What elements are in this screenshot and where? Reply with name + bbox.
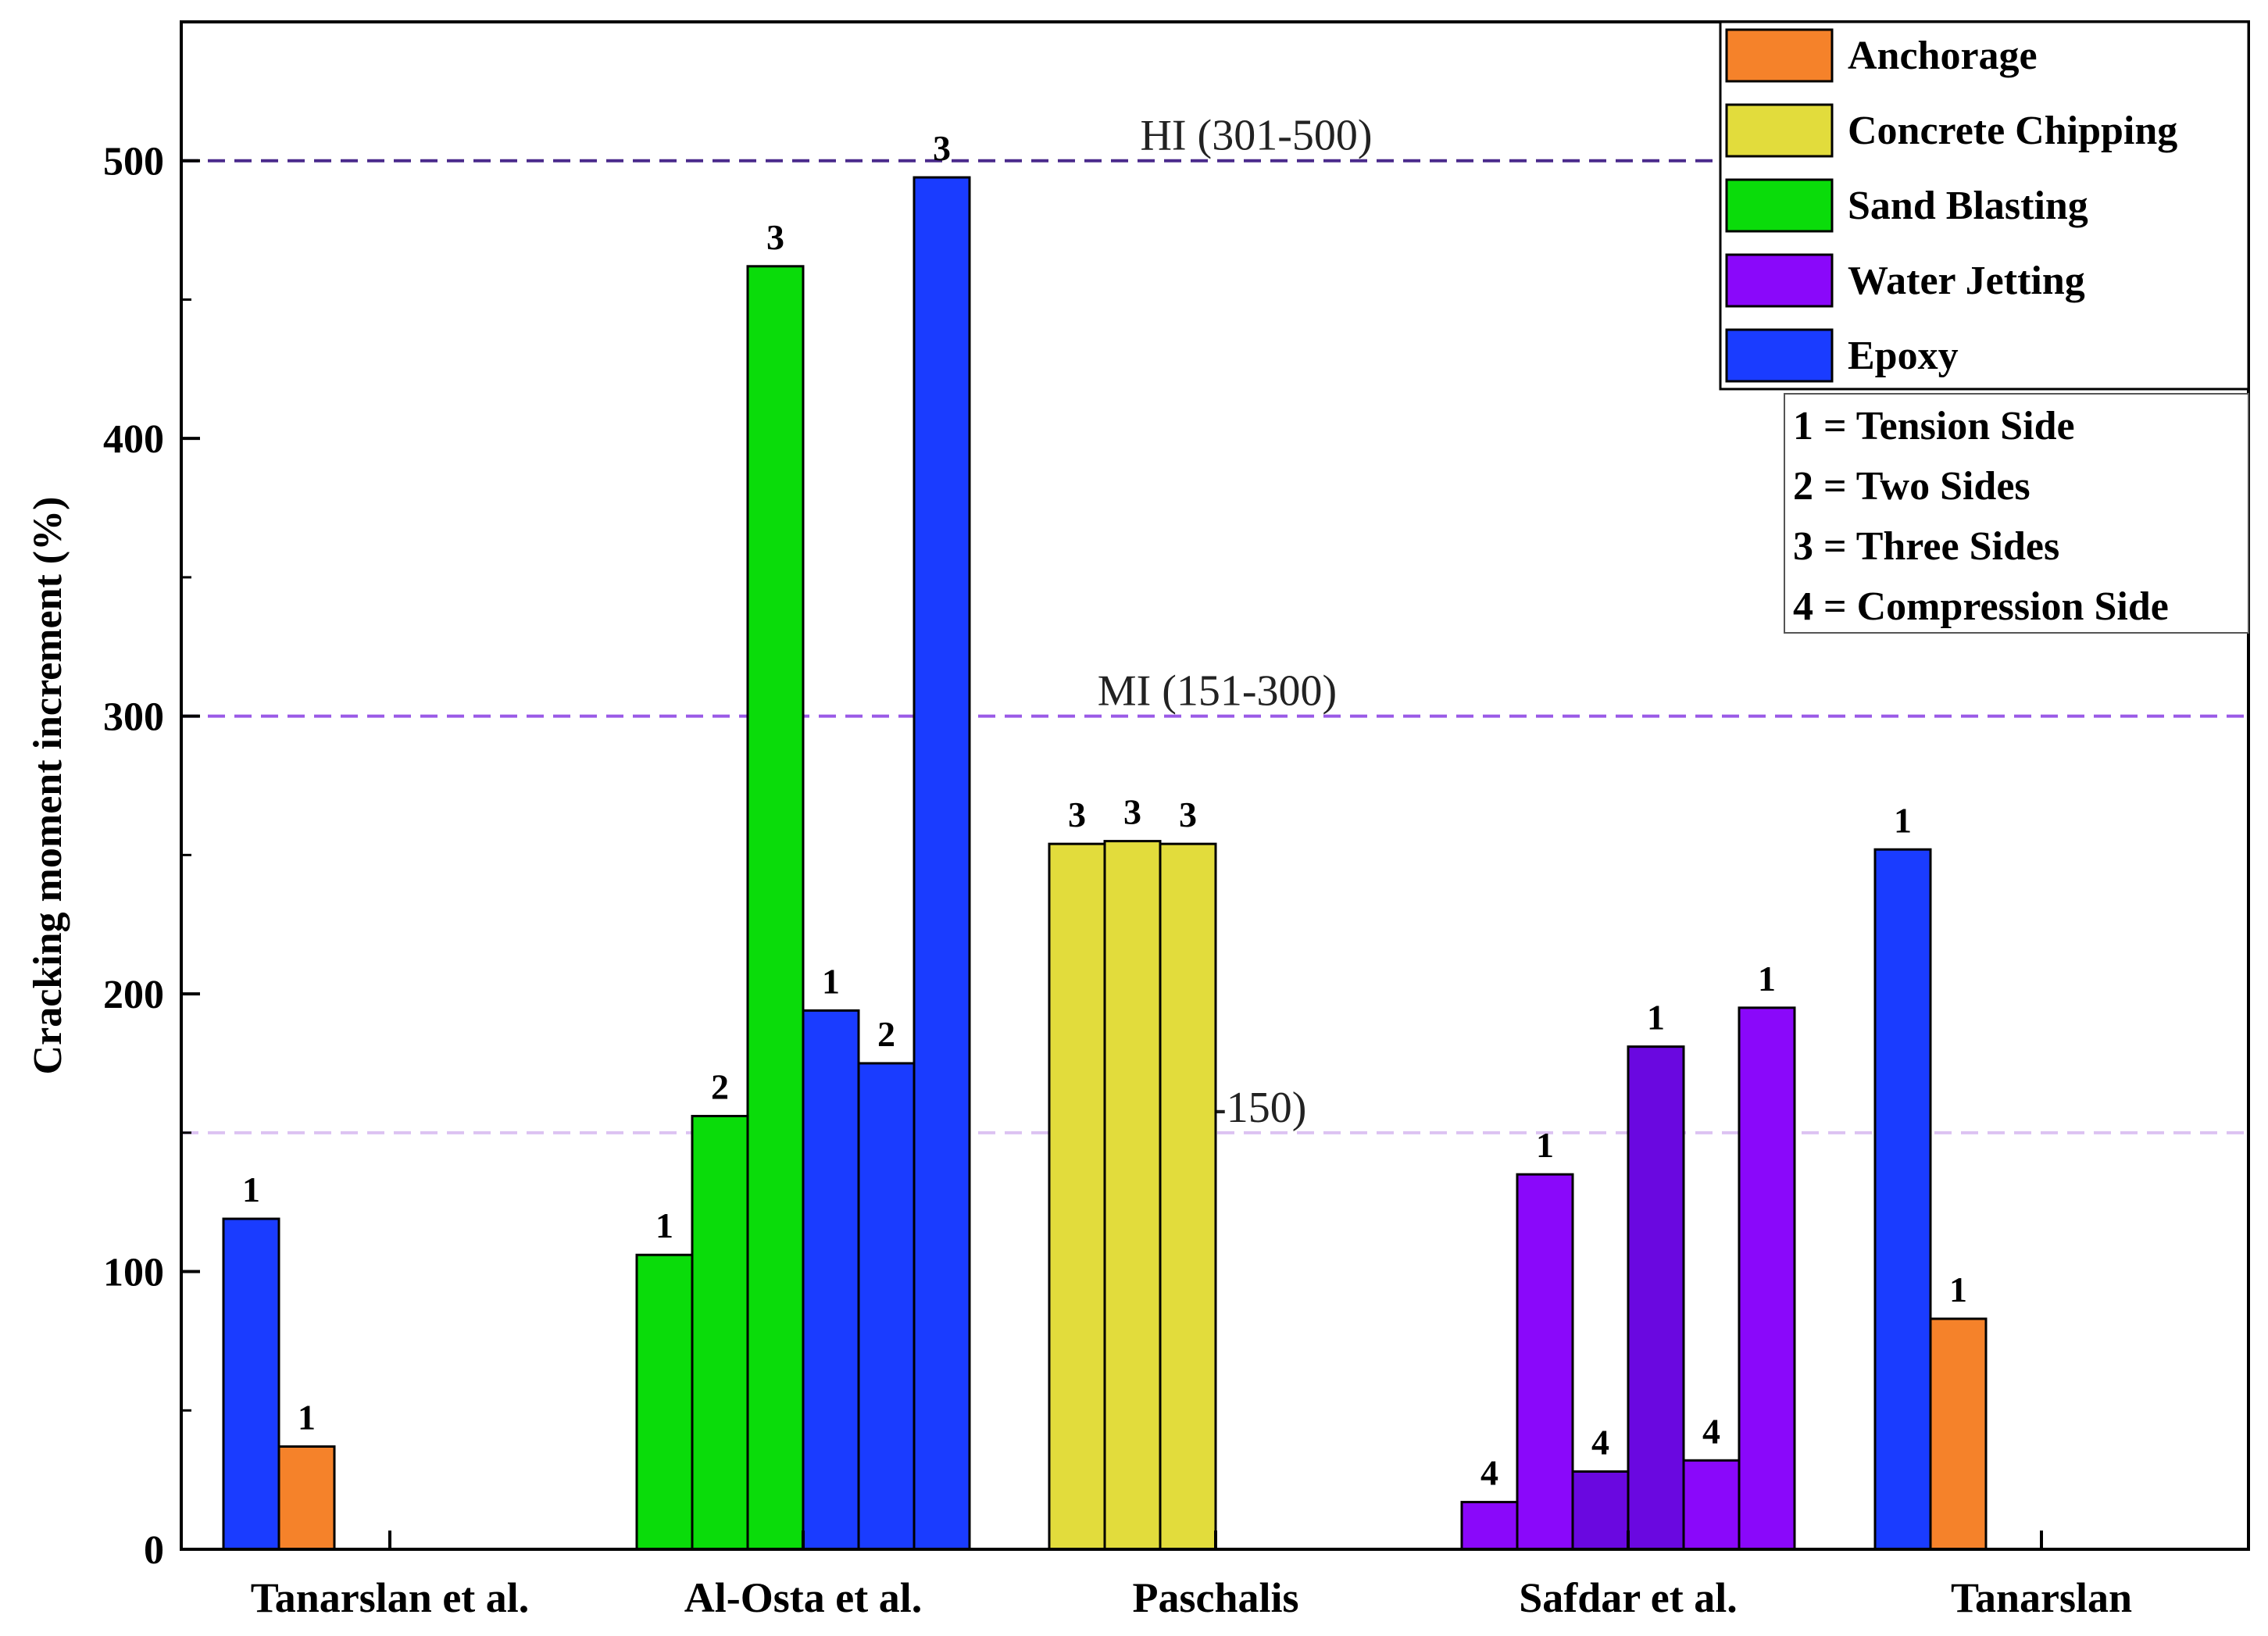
bar-label: 1 xyxy=(1647,998,1665,1038)
bar xyxy=(1103,840,1162,1551)
note-text: 3 = Three Sides xyxy=(1793,524,2059,569)
legend-swatch xyxy=(1725,28,1834,83)
legend-swatch xyxy=(1725,178,1834,233)
bar-label: 3 xyxy=(1123,792,1141,832)
legend: Anchorage Concrete Chipping Sand Blasting W… xyxy=(1719,20,2250,634)
x-tick-label: Safdar et al. xyxy=(1519,1574,1738,1621)
bar-label: 1 xyxy=(298,1397,316,1437)
legend-label: Epoxy xyxy=(1848,334,1959,378)
bar xyxy=(913,176,971,1551)
bar-label: 1 xyxy=(1894,800,1912,840)
bar xyxy=(802,1009,860,1551)
bar xyxy=(691,1114,749,1551)
x-tick-label: Paschalis xyxy=(1132,1574,1298,1621)
legend-label: Concrete Chipping xyxy=(1848,109,2177,153)
bar-label: 3 xyxy=(1179,795,1197,834)
legend-swatch xyxy=(1725,328,1834,383)
x-tick-label: Al-Osta et al. xyxy=(684,1574,922,1621)
bar-label: 2 xyxy=(711,1066,729,1106)
bar xyxy=(1627,1045,1685,1551)
note-text: 2 = Two Sides xyxy=(1793,464,2030,509)
bar xyxy=(1516,1173,1574,1551)
bar-label: 1 xyxy=(1536,1125,1554,1165)
bar xyxy=(1929,1317,1988,1551)
y-tick-label: 100 xyxy=(103,1251,164,1295)
legend-label: Water Jetting xyxy=(1848,259,2085,303)
bar xyxy=(857,1062,916,1551)
bar-label: 4 xyxy=(1480,1453,1498,1493)
y-tick-label: 0 xyxy=(144,1528,164,1573)
y-tick-label: 400 xyxy=(103,417,164,462)
reference-line-label: MI (151-300) xyxy=(1098,667,1337,716)
bar xyxy=(1460,1501,1519,1551)
bar-label: 4 xyxy=(1702,1411,1720,1451)
reference-line-label: HI (301-500) xyxy=(1140,112,1372,160)
bar-label: 1 xyxy=(655,1206,673,1245)
bar xyxy=(1682,1459,1741,1551)
bar xyxy=(277,1445,336,1551)
bar xyxy=(1159,842,1217,1551)
bar-label: 4 xyxy=(1591,1422,1609,1462)
bar xyxy=(746,265,805,1551)
axes: 0 100 200 300 400 500 Tanarslan et al. Al-Osta … xyxy=(103,20,2250,1621)
y-tick-label: 500 xyxy=(103,140,164,184)
bar-label: 1 xyxy=(1949,1270,1967,1309)
bar xyxy=(222,1217,280,1551)
bar-label: 3 xyxy=(1068,795,1086,834)
x-tick-label: Tanarslan et al. xyxy=(251,1574,530,1621)
bar-label: 3 xyxy=(766,217,784,257)
bar xyxy=(1738,1006,1796,1551)
y-tick-label: 200 xyxy=(103,973,164,1017)
notes-box xyxy=(1784,393,2249,634)
bar xyxy=(1571,1470,1630,1551)
bar-label: 3 xyxy=(933,128,951,168)
note-text: 4 = Compression Side xyxy=(1793,584,2169,629)
y-axis-label: Cracking moment increment (%) xyxy=(26,497,70,1075)
legend-swatch xyxy=(1725,103,1834,158)
bar xyxy=(1048,842,1106,1551)
x-tick-label: Tanarslan xyxy=(1951,1574,2132,1621)
bar-label: 1 xyxy=(242,1170,260,1209)
bar xyxy=(635,1253,694,1551)
legend-label: Anchorage xyxy=(1848,34,2038,78)
bar-label: 1 xyxy=(1758,959,1776,998)
note-text: 1 = Tension Side xyxy=(1793,404,2075,448)
y-tick-label: 300 xyxy=(103,695,164,740)
bar-label: 2 xyxy=(877,1014,895,1054)
bar-label: 1 xyxy=(822,961,840,1001)
bar xyxy=(1873,848,1932,1551)
legend-swatch xyxy=(1725,253,1834,308)
legend-label: Sand Blasting xyxy=(1848,184,2088,228)
